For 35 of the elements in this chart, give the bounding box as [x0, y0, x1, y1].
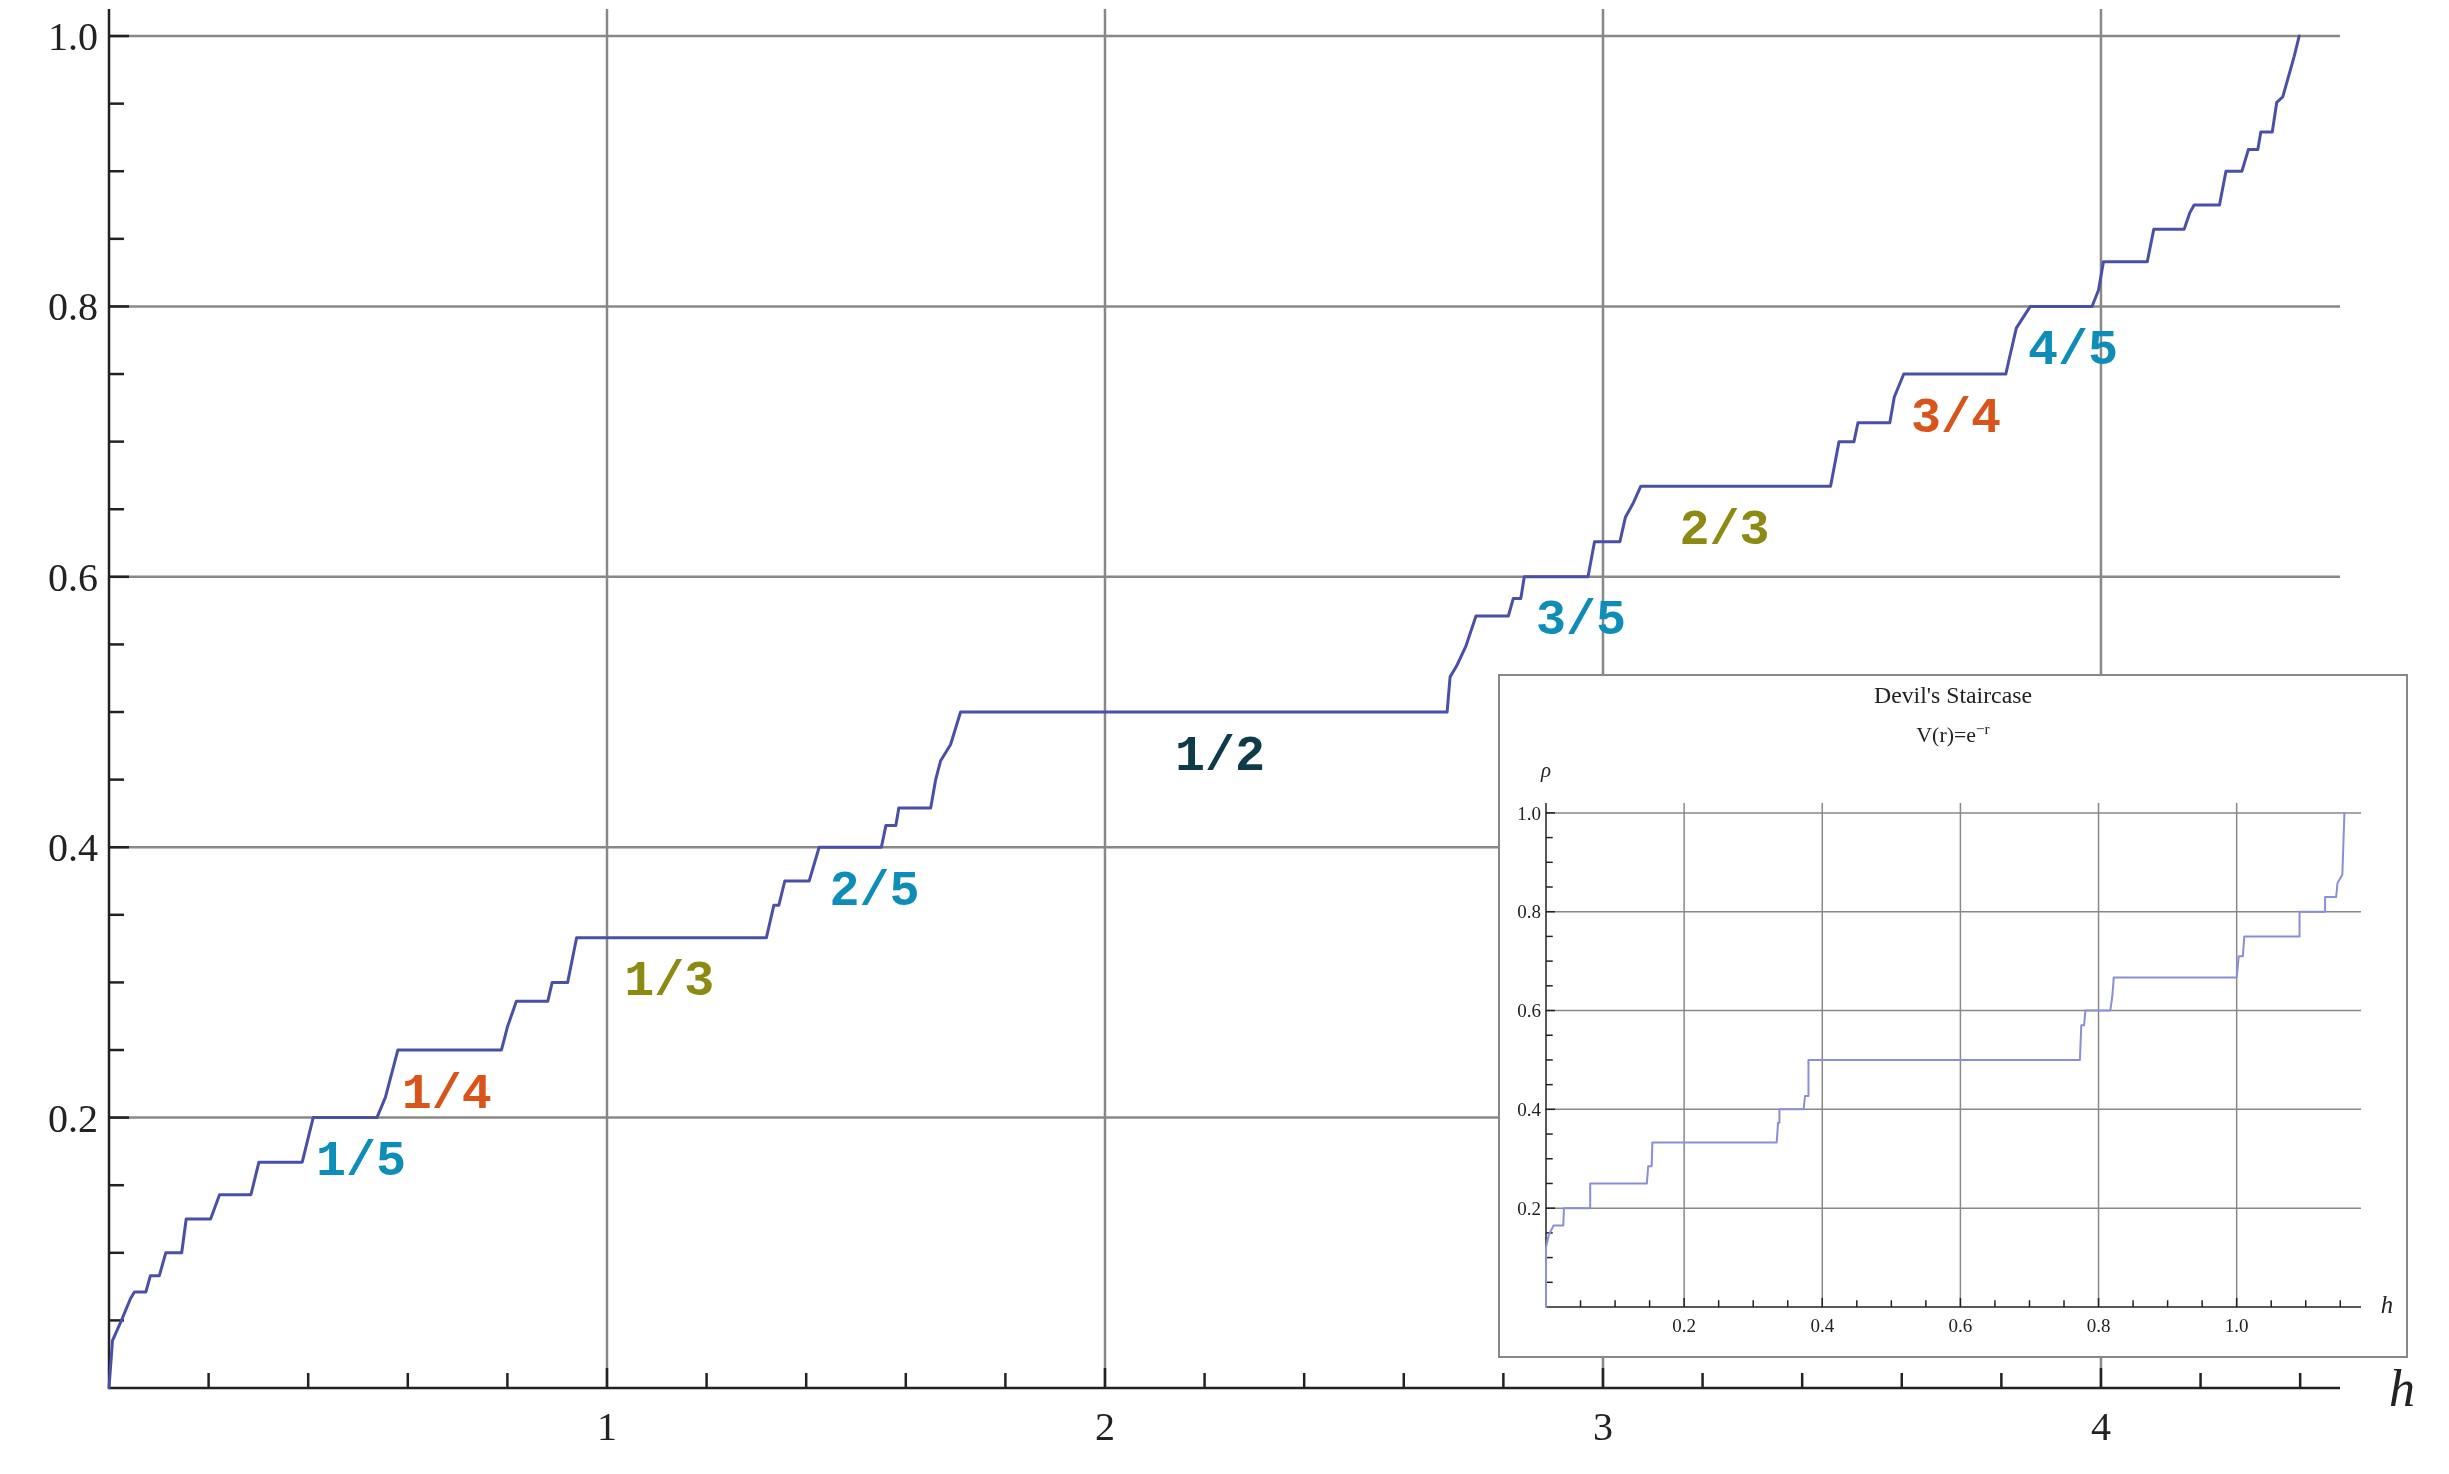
- y-tick-label: 0.4: [48, 825, 98, 871]
- y-axis-title: ρ: [1539, 758, 1552, 782]
- x-tick-label: 3: [1592, 1404, 1613, 1449]
- chart-subtitle: V(r)=e$^{−r}$: [1916, 719, 1990, 747]
- annotation: 3/5: [1536, 592, 1627, 650]
- y-tick-label: 0.2: [48, 1095, 98, 1141]
- x-axis-title: h: [2389, 1360, 2415, 1417]
- x-tick-label: 0.2: [1672, 1314, 1697, 1336]
- x-tick-label: 2: [1094, 1404, 1115, 1449]
- x-tick-label: 0.8: [2086, 1314, 2111, 1336]
- line-series: [1545, 811, 2346, 1308]
- y-tick-label: 1.0: [1517, 802, 1541, 824]
- y-tick-label: 0.6: [48, 554, 98, 600]
- annotation: 1/3: [624, 953, 715, 1011]
- x-tick-label: 0.6: [1948, 1314, 1973, 1336]
- annotation: 1/2: [1175, 727, 1266, 785]
- y-tick-label: 0.6: [1517, 1000, 1541, 1022]
- x-axis-title: h: [2380, 1291, 2394, 1318]
- x-tick-label: 0.4: [1810, 1314, 1835, 1336]
- y-tick-label: 0.2: [1517, 1197, 1541, 1219]
- annotation: 1/5: [315, 1133, 406, 1191]
- line-series: [107, 34, 2301, 1390]
- x-tick-label: 1.0: [2224, 1314, 2249, 1336]
- x-tick-label: 1: [596, 1404, 617, 1449]
- annotation: 1/4: [401, 1065, 492, 1123]
- annotation: 4/5: [2028, 321, 2119, 379]
- y-tick-label: 1.0: [48, 14, 98, 60]
- annotation: 2/3: [1679, 501, 1770, 559]
- annotation: 3/4: [1911, 389, 2002, 447]
- x-tick-label: 4: [2090, 1404, 2111, 1449]
- y-tick-label: 0.8: [1517, 901, 1541, 923]
- annotation: 2/5: [829, 862, 920, 920]
- y-tick-label: 0.4: [1517, 1099, 1542, 1120]
- y-tick-label: 0.8: [48, 284, 98, 330]
- chart-title: Devil's Staircase: [1874, 681, 2032, 708]
